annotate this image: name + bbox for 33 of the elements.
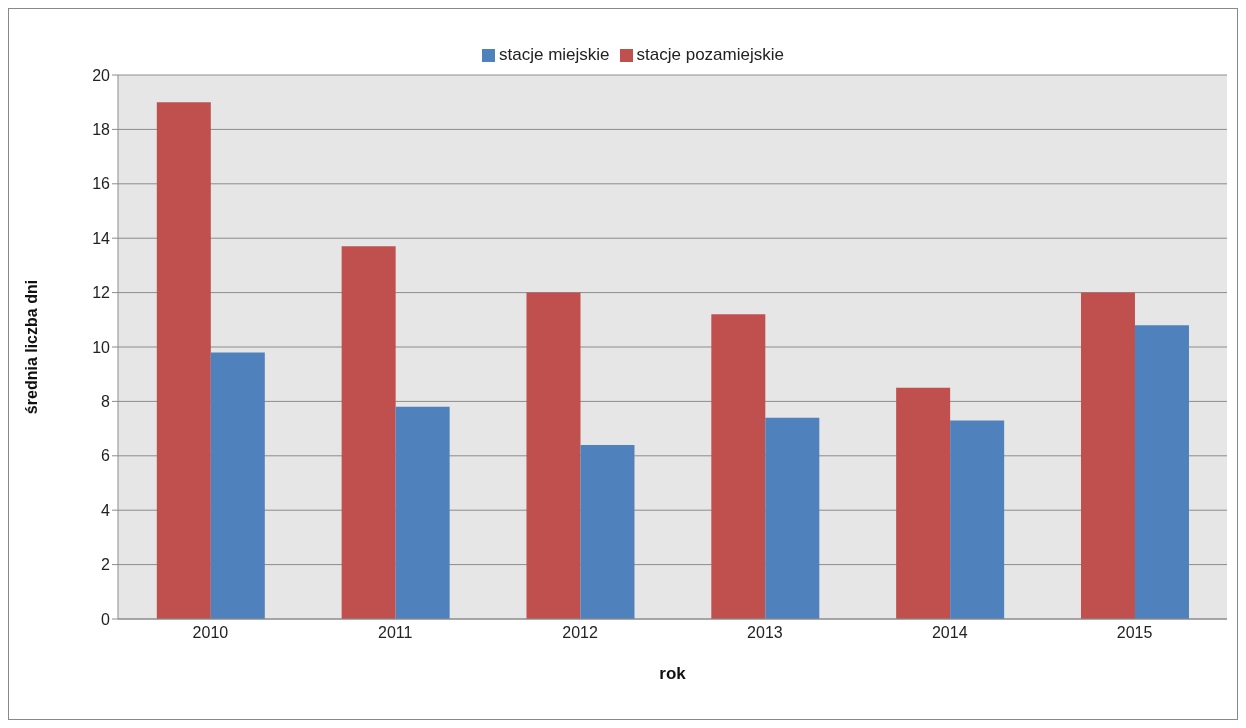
y-tick-label: 2 [101,556,111,574]
y-tick-label: 18 [92,121,111,139]
bar [1134,325,1189,619]
x-tick-label: 2011 [378,624,413,642]
bar [156,102,211,619]
y-tick-label: 10 [92,338,111,356]
x-tick-label: 2012 [562,624,598,642]
bar [526,292,581,619]
y-tick-label: 8 [101,393,111,411]
y-tick-label: 16 [92,175,111,193]
x-axis-title: rok [659,664,687,683]
y-tick-label: 14 [92,229,111,247]
legend-label: stacje pozamiejskie [636,45,784,64]
x-tick-label: 2015 [1116,624,1153,642]
x-tick-label: 2010 [192,624,229,642]
bar [580,444,635,619]
bar [210,352,265,619]
bar [950,420,1005,619]
bar [765,417,820,619]
bar [341,246,396,619]
legend-label: stacje miejskie [499,45,610,64]
bar [395,406,450,619]
bar [711,314,766,619]
y-tick-label: 4 [101,501,111,519]
x-tick-label: 2013 [747,624,783,642]
bar [896,387,951,619]
bar [1080,292,1135,619]
y-axis-title: średnia liczba dni [22,279,40,415]
y-tick-label: 12 [92,284,111,302]
x-tick-label: 2014 [931,624,968,642]
y-tick-label: 6 [101,447,111,465]
y-tick-label: 20 [92,66,111,84]
y-tick-label: 0 [101,610,111,628]
